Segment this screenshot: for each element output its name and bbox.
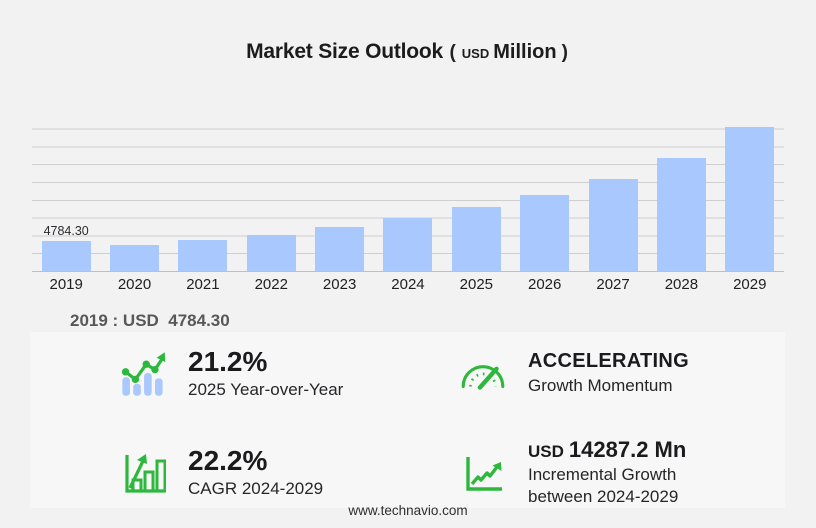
stat-value-currency: USD bbox=[528, 441, 564, 461]
stat-label-line2: between 2024-2029 bbox=[528, 487, 679, 507]
bar-2021 bbox=[178, 240, 228, 271]
stat-text: USD 14287.2 Mn Incremental Growth between … bbox=[528, 438, 686, 509]
base-year-annotation: 2019 : USD 4784.30 bbox=[70, 311, 230, 330]
title-unit: Million bbox=[493, 41, 557, 63]
x-axis-label: 2028 bbox=[664, 276, 699, 293]
x-axis-labels: 2019 2020 2021 2022 2023 2024 2025 2026 2027 2028… bbox=[32, 276, 784, 293]
bar-column bbox=[716, 115, 784, 271]
title-main: Market Size Outlook bbox=[246, 40, 444, 63]
x-axis-label: 2027 bbox=[596, 276, 630, 293]
x-axis-label: 2021 bbox=[186, 276, 220, 293]
bar-column bbox=[305, 115, 373, 271]
stat-incremental-growth: USD 14287.2 Mn Incremental Growth between … bbox=[458, 438, 785, 509]
stat-label: Growth Momentum bbox=[528, 376, 673, 396]
technavio-link[interactable]: www.technavio.com bbox=[348, 503, 468, 518]
stats-panel: 21.2% 2025 Year-over-Year ACCELERATING G… bbox=[30, 332, 785, 508]
x-axis-label: 2024 bbox=[391, 276, 425, 293]
x-axis-label: 2020 bbox=[117, 276, 152, 293]
bar-2022 bbox=[246, 235, 296, 271]
x-axis-label: 2026 bbox=[528, 276, 562, 293]
stat-cagr: 22.2% CAGR 2024-2029 bbox=[118, 438, 458, 509]
stat-label: CAGR 2024-2029 bbox=[188, 479, 324, 499]
bar-column bbox=[511, 115, 579, 271]
stat-value: ACCELERATING bbox=[528, 350, 690, 373]
bar-2028 bbox=[656, 158, 706, 271]
stat-label: 2025 Year-over-Year bbox=[188, 380, 344, 400]
x-axis-label: 2022 bbox=[254, 276, 288, 293]
bar-2026 bbox=[520, 195, 570, 271]
bar-column bbox=[374, 115, 442, 271]
bar-2019 bbox=[41, 241, 91, 271]
stat-value: 21.2% bbox=[188, 346, 268, 377]
stats-grid: 21.2% 2025 Year-over-Year ACCELERATING G… bbox=[30, 332, 785, 509]
title-paren-close: ) bbox=[561, 42, 568, 63]
bar-column bbox=[237, 115, 305, 271]
bar-value-label: 4784.30 bbox=[43, 224, 89, 238]
stat-text: 22.2% CAGR 2024-2029 bbox=[188, 444, 324, 501]
stat-text: 21.2% 2025 Year-over-Year bbox=[188, 347, 343, 402]
stat-value: USD 14287.2 Mn bbox=[528, 438, 686, 461]
stat-value: 22.2% bbox=[188, 444, 268, 476]
stat-label-line1: Incremental Growth bbox=[528, 464, 677, 484]
bar-column bbox=[169, 115, 237, 271]
bar-2029 bbox=[725, 127, 775, 271]
page-title: Market Size Outlook ( USD Million) bbox=[0, 40, 816, 64]
growth-bars-icon bbox=[118, 448, 168, 498]
x-axis-label: 2029 bbox=[733, 276, 767, 293]
stat-growth-momentum: ACCELERATING Growth Momentum bbox=[458, 347, 785, 402]
trend-bars-icon bbox=[118, 349, 168, 399]
stat-yoy-growth: 21.2% 2025 Year-over-Year bbox=[118, 347, 458, 402]
bar-column bbox=[647, 115, 715, 271]
x-axis-label: 2023 bbox=[322, 276, 357, 293]
bar-2020 bbox=[110, 245, 160, 271]
stat-text: ACCELERATING Growth Momentum bbox=[528, 351, 689, 397]
footer: www.technavio.com bbox=[0, 502, 816, 520]
plot-area: 4784.30 bbox=[32, 115, 784, 272]
bar-2027 bbox=[588, 179, 638, 271]
bar-column bbox=[100, 115, 168, 271]
x-axis-label: 2019 bbox=[49, 276, 83, 293]
speedometer-icon bbox=[458, 349, 508, 399]
title-currency: USD bbox=[461, 46, 490, 61]
bar-column bbox=[442, 115, 510, 271]
x-axis-label: 2025 bbox=[459, 276, 494, 293]
stat-value-amount: 14287.2 Mn bbox=[568, 436, 687, 462]
bar-2023 bbox=[315, 227, 365, 271]
bar-2024 bbox=[383, 218, 433, 271]
bar-2025 bbox=[451, 207, 501, 271]
title-paren-open: ( bbox=[449, 42, 456, 63]
stat-label: Incremental Growth between 2024-2029 bbox=[528, 464, 686, 509]
bar-column bbox=[579, 115, 647, 271]
line-chart-icon bbox=[458, 448, 508, 498]
bar-column: 4784.30 bbox=[32, 115, 100, 271]
